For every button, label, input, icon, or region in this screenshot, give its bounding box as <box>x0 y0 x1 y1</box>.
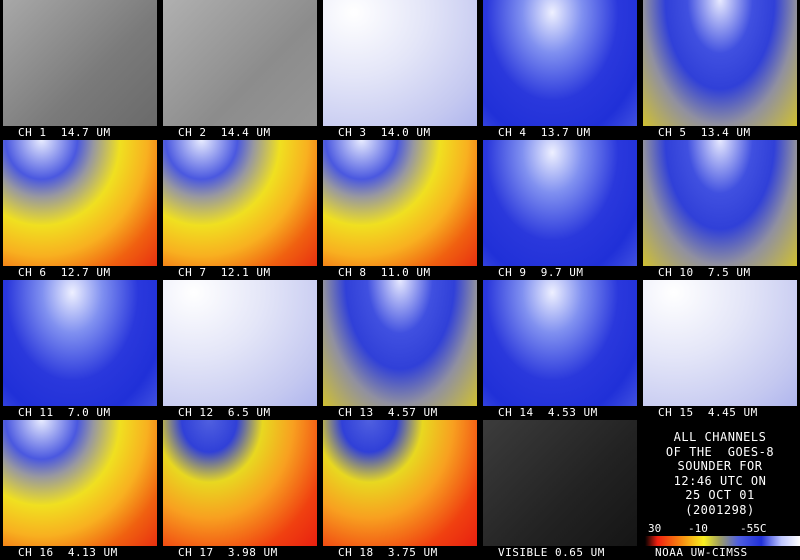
channel-panel: CH 13 4.57 UM <box>320 280 480 420</box>
channel-panel: CH 14 4.53 UM <box>480 280 640 420</box>
info-line: OF THE GOES-8 <box>665 444 775 459</box>
satellite-image <box>483 0 637 126</box>
scale-label: -10 <box>688 522 708 535</box>
channel-label: CH 7 12.1 UM <box>178 266 271 279</box>
channel-label: CH 17 3.98 UM <box>178 546 278 559</box>
channel-label: CH 13 4.57 UM <box>338 406 438 419</box>
channel-label: CH 1 14.7 UM <box>18 126 111 139</box>
channel-label: CH 4 13.7 UM <box>498 126 591 139</box>
info-line: ALL CHANNELS <box>673 430 767 444</box>
credit: NOAA UW-CIMSS <box>655 546 748 559</box>
channel-panel: CH 4 13.7 UM <box>480 0 640 140</box>
channel-label: CH 3 14.0 UM <box>338 126 431 139</box>
channel-panel: CH 11 7.0 UM <box>0 280 160 420</box>
scale-label: 30 <box>648 522 662 535</box>
channel-label: CH 6 12.7 UM <box>18 266 111 279</box>
channel-panel: CH 7 12.1 UM <box>160 140 320 280</box>
info-line: (2001298) <box>685 502 755 517</box>
satellite-image <box>643 280 797 406</box>
channel-panel: CH 8 11.0 UM <box>320 140 480 280</box>
satellite-image <box>323 420 477 546</box>
satellite-image <box>323 0 477 126</box>
channel-label: CH 9 9.7 UM <box>498 266 584 279</box>
satellite-image <box>643 140 797 266</box>
channel-label: CH 11 7.0 UM <box>18 406 111 419</box>
satellite-image <box>163 280 317 406</box>
info-text: ALL CHANNELS OF THE GOES-8 SOUNDER FOR 12:4… <box>640 430 800 517</box>
channel-panel: VISIBLE 0.65 UM <box>480 420 640 560</box>
channel-panel: CH 18 3.75 UM <box>320 420 480 560</box>
channel-label: CH 14 4.53 UM <box>498 406 598 419</box>
channel-label: CH 10 7.5 UM <box>658 266 751 279</box>
channel-label: CH 8 11.0 UM <box>338 266 431 279</box>
channel-label: CH 5 13.4 UM <box>658 126 751 139</box>
channel-panel: CH 6 12.7 UM <box>0 140 160 280</box>
channel-panel: CH 5 13.4 UM <box>640 0 800 140</box>
channel-panel: CH 17 3.98 UM <box>160 420 320 560</box>
channel-panel: CH 15 4.45 UM <box>640 280 800 420</box>
info-line: SOUNDER FOR <box>677 459 763 473</box>
scale-label: -55C <box>740 522 767 535</box>
channel-label: VISIBLE 0.65 UM <box>498 546 605 559</box>
satellite-image <box>323 140 477 266</box>
satellite-image <box>323 280 477 406</box>
satellite-image <box>163 420 317 546</box>
satellite-image <box>483 280 637 406</box>
satellite-image <box>643 0 797 126</box>
satellite-image <box>3 0 157 126</box>
satellite-image <box>3 280 157 406</box>
channel-label: CH 12 6.5 UM <box>178 406 271 419</box>
channel-panel: CH 9 9.7 UM <box>480 140 640 280</box>
satellite-image <box>483 420 637 546</box>
channel-panel: CH 1 14.7 UM <box>0 0 160 140</box>
color-scale <box>645 536 800 546</box>
satellite-image <box>3 140 157 266</box>
channel-panel: CH 10 7.5 UM <box>640 140 800 280</box>
satellite-image <box>163 140 317 266</box>
channel-panel: CH 16 4.13 UM <box>0 420 160 560</box>
info-line: 12:46 UTC ON <box>673 473 767 488</box>
channel-panel: CH 2 14.4 UM <box>160 0 320 140</box>
info-line: 25 OCT 01 <box>685 488 755 502</box>
channel-panel: CH 12 6.5 UM <box>160 280 320 420</box>
channel-panel: CH 3 14.0 UM <box>320 0 480 140</box>
channel-label: CH 15 4.45 UM <box>658 406 758 419</box>
channel-label: CH 18 3.75 UM <box>338 546 438 559</box>
satellite-image <box>483 140 637 266</box>
channel-label: CH 2 14.4 UM <box>178 126 271 139</box>
satellite-image <box>3 420 157 546</box>
satellite-image <box>163 0 317 126</box>
channel-label: CH 16 4.13 UM <box>18 546 118 559</box>
